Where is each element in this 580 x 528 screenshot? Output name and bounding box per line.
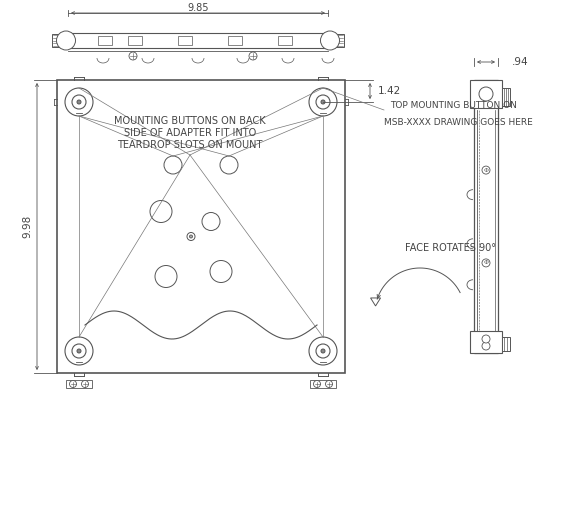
Circle shape bbox=[190, 235, 193, 238]
Circle shape bbox=[72, 95, 86, 109]
Circle shape bbox=[82, 381, 89, 388]
Circle shape bbox=[325, 381, 332, 388]
Circle shape bbox=[316, 344, 330, 358]
Bar bbox=[502, 88, 510, 106]
Circle shape bbox=[65, 337, 93, 365]
Circle shape bbox=[77, 349, 81, 353]
Circle shape bbox=[56, 31, 75, 50]
Circle shape bbox=[321, 349, 325, 353]
Bar bbox=[470, 331, 502, 353]
Bar bbox=[470, 80, 502, 108]
Bar bbox=[502, 337, 510, 351]
Circle shape bbox=[77, 100, 81, 104]
Circle shape bbox=[202, 212, 220, 231]
Circle shape bbox=[65, 88, 93, 116]
Circle shape bbox=[482, 166, 490, 174]
Bar bbox=[278, 36, 292, 45]
Circle shape bbox=[72, 344, 86, 358]
Text: .94: .94 bbox=[512, 57, 528, 67]
Circle shape bbox=[482, 259, 490, 267]
Circle shape bbox=[314, 381, 321, 388]
Circle shape bbox=[187, 232, 195, 240]
Circle shape bbox=[321, 31, 339, 50]
Circle shape bbox=[164, 156, 182, 174]
Text: FACE ROTATES 90°: FACE ROTATES 90° bbox=[405, 243, 496, 253]
Circle shape bbox=[210, 260, 232, 282]
Circle shape bbox=[155, 266, 177, 288]
Text: MSB-XXXX DRAWING GOES HERE: MSB-XXXX DRAWING GOES HERE bbox=[384, 118, 533, 127]
Circle shape bbox=[220, 156, 238, 174]
Text: MOUNTING BUTTONS ON BACK
SIDE OF ADAPTER FIT INTO
TEARDROP SLOTS ON MOUNT: MOUNTING BUTTONS ON BACK SIDE OF ADAPTER… bbox=[114, 116, 266, 149]
Bar bbox=[178, 36, 192, 45]
Circle shape bbox=[129, 52, 137, 60]
Circle shape bbox=[482, 335, 490, 343]
Bar bbox=[66, 380, 92, 388]
Bar bbox=[310, 380, 336, 388]
Bar bbox=[330, 34, 344, 47]
Bar bbox=[474, 80, 498, 353]
Circle shape bbox=[309, 337, 337, 365]
Text: Φ: Φ bbox=[484, 260, 488, 266]
Circle shape bbox=[479, 87, 493, 101]
Bar bbox=[68, 33, 328, 48]
Circle shape bbox=[309, 88, 337, 116]
Circle shape bbox=[316, 95, 330, 109]
Text: TOP MOUNTING BUTTON ON: TOP MOUNTING BUTTON ON bbox=[390, 101, 517, 110]
Circle shape bbox=[150, 201, 172, 222]
Text: Φ: Φ bbox=[484, 167, 488, 173]
Circle shape bbox=[70, 381, 77, 388]
Bar bbox=[128, 36, 142, 45]
Bar bbox=[228, 36, 242, 45]
Circle shape bbox=[249, 52, 257, 60]
Text: 1.42: 1.42 bbox=[378, 86, 401, 96]
Circle shape bbox=[482, 342, 490, 350]
Bar bbox=[57, 80, 345, 373]
Text: 9.85: 9.85 bbox=[187, 3, 209, 13]
Bar bbox=[98, 36, 112, 45]
Circle shape bbox=[321, 100, 325, 104]
Text: 9.98: 9.98 bbox=[22, 215, 32, 238]
Bar bbox=[52, 34, 66, 47]
